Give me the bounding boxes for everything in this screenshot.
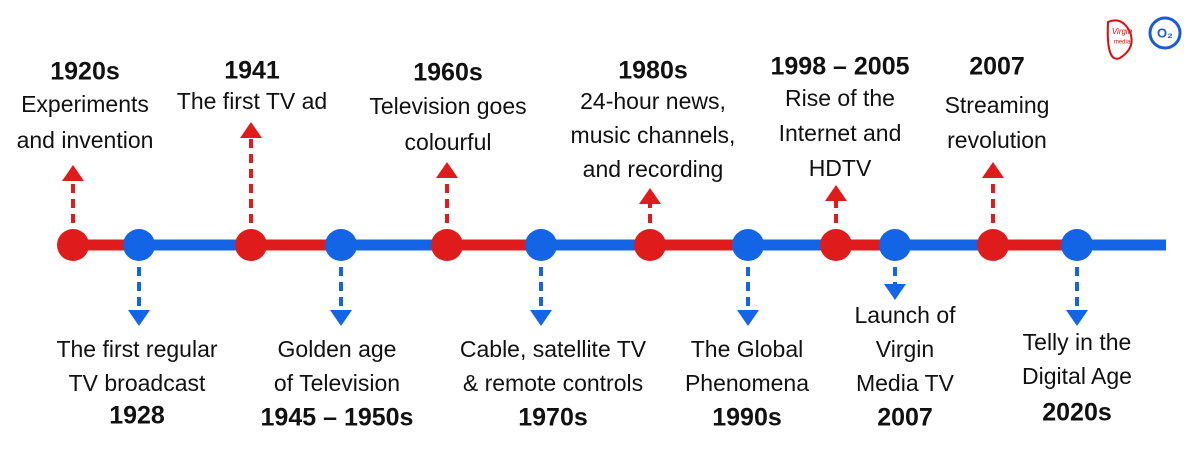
event-label: Media TV (856, 370, 955, 396)
arrow-head (330, 310, 352, 326)
blue-node (1061, 229, 1093, 261)
arrow-head (825, 185, 847, 201)
event-label: revolution (947, 127, 1047, 153)
event-label: Television goes (369, 93, 526, 119)
event-year: 2007 (969, 53, 1025, 81)
blue-node (879, 229, 911, 261)
virgin-swoosh (1106, 19, 1133, 60)
event-year: 1928 (109, 402, 165, 430)
event-year: 1941 (224, 57, 280, 85)
virgin-text: Virgin (1112, 27, 1133, 36)
event-label: Streaming (945, 92, 1050, 118)
logo: Virgin media O₂ (1106, 16, 1182, 60)
arrow-head (639, 188, 661, 204)
event-year: 2020s (1042, 399, 1112, 427)
event-label: of Television (274, 370, 400, 396)
event-label: colourful (405, 129, 492, 155)
event-label: and recording (583, 156, 724, 182)
red-node (977, 229, 1009, 261)
arrow-head (737, 310, 759, 326)
blue-node (325, 229, 357, 261)
event-year: 1945 – 1950s (261, 404, 414, 432)
event-label: and invention (17, 127, 154, 153)
arrow-head (62, 165, 84, 181)
event-year: 1970s (518, 404, 588, 432)
o2-text: O₂ (1157, 25, 1173, 40)
event-year: 1980s (618, 57, 688, 85)
event-label: Cable, satellite TV (460, 336, 647, 362)
event-year: 1990s (712, 404, 782, 432)
event-label: HDTV (809, 155, 872, 181)
event-label: Phenomena (685, 370, 809, 396)
arrow-head (530, 310, 552, 326)
event-label: TV broadcast (69, 370, 206, 396)
arrow-head (240, 122, 262, 138)
red-node (235, 229, 267, 261)
red-node (57, 229, 89, 261)
arrow-head (982, 162, 1004, 178)
event-label: The first regular (56, 336, 217, 362)
blue-node (123, 229, 155, 261)
o2-circle (1148, 16, 1182, 50)
event-label: Launch of (854, 302, 956, 328)
event-label: Rise of the (785, 85, 895, 111)
blue-node (732, 229, 764, 261)
event-label: The Global (691, 336, 804, 362)
event-label: 24-hour news, (580, 88, 726, 114)
red-node (431, 229, 463, 261)
event-label: Golden age (278, 336, 397, 362)
event-label: Experiments (21, 91, 149, 117)
arrow-head (436, 162, 458, 178)
arrow-head (128, 310, 150, 326)
event-label: & remote controls (463, 370, 643, 396)
red-node (634, 229, 666, 261)
event-year: 2007 (877, 404, 933, 432)
arrow-head (884, 284, 906, 300)
event-year: 1998 – 2005 (770, 53, 909, 81)
event-year: 1960s (413, 59, 483, 87)
event-label: Internet and (779, 120, 902, 146)
arrow-head (1066, 310, 1088, 326)
media-text: media (1114, 40, 1131, 46)
event-label: Telly in the (1023, 329, 1132, 355)
blue-node (525, 229, 557, 261)
event-label: Virgin (876, 336, 934, 362)
event-label: The first TV ad (177, 88, 327, 114)
red-node (820, 229, 852, 261)
event-year: 1920s (50, 58, 120, 86)
event-label: Digital Age (1022, 363, 1132, 389)
event-label: music channels, (571, 122, 736, 148)
